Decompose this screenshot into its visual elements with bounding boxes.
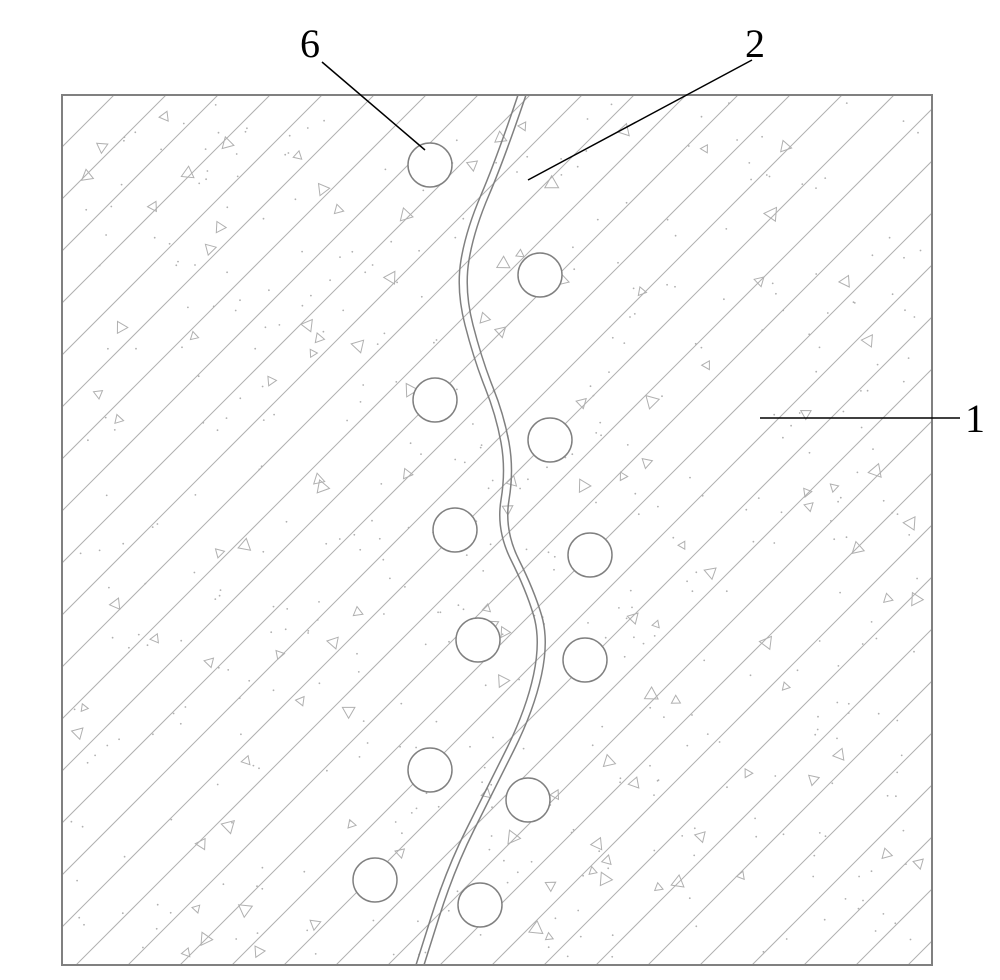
figure-container: 6 2 1 — [0, 0, 1000, 980]
technical-drawing — [0, 0, 1000, 980]
callout-label-6: 6 — [300, 20, 320, 67]
callout-label-1: 1 — [965, 395, 985, 442]
callout-label-2: 2 — [745, 20, 765, 67]
